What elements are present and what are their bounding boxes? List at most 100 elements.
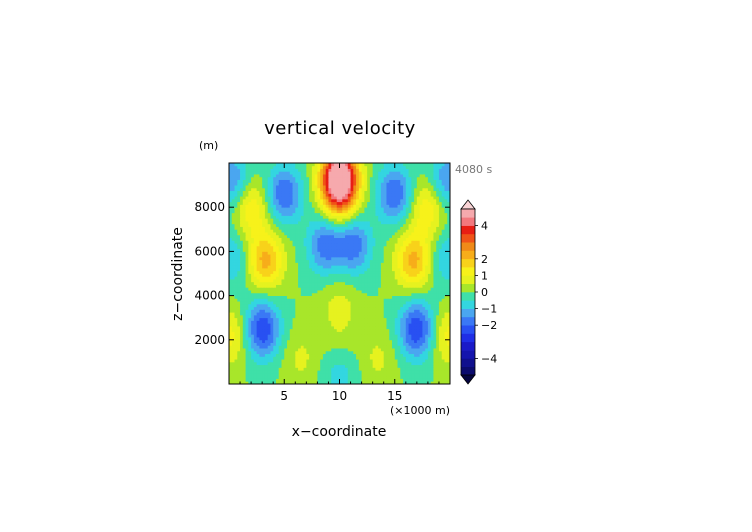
- heatmap-cell: [356, 303, 360, 308]
- heatmap-cell: [306, 209, 310, 214]
- heatmap-cell: [403, 323, 407, 327]
- heatmap-cell: [320, 378, 324, 382]
- heatmap-cell: [375, 334, 379, 338]
- heatmap-cell: [278, 345, 282, 349]
- heatmap-cell: [229, 381, 233, 384]
- heatmap-cell: [251, 337, 255, 341]
- heatmap-cell: [369, 265, 374, 269]
- heatmap-cell: [306, 265, 310, 269]
- heatmap-cell: [248, 337, 252, 341]
- heatmap-cell: [331, 361, 335, 366]
- heatmap-cell: [400, 306, 404, 310]
- heatmap-cell: [298, 323, 302, 327]
- heatmap-cell: [353, 375, 357, 379]
- heatmap-cell: [383, 248, 387, 252]
- heatmap-cell: [333, 325, 338, 330]
- heatmap-cell: [287, 342, 291, 346]
- heatmap-cell: [367, 331, 371, 335]
- heatmap-cell: [281, 367, 285, 371]
- heatmap-cell: [267, 331, 271, 335]
- heatmap-cell: [295, 259, 299, 263]
- heatmap-cell: [229, 372, 233, 377]
- heatmap-cell: [425, 270, 429, 274]
- heatmap-cell: [422, 279, 426, 283]
- heatmap-cell: [317, 334, 321, 338]
- heatmap-cell: [253, 367, 258, 371]
- heatmap-cell: [311, 248, 316, 252]
- heatmap-cell: [273, 254, 277, 258]
- heatmap-cell: [441, 350, 445, 355]
- heatmap-cell: [358, 262, 362, 266]
- heatmap-cell: [328, 381, 332, 384]
- heatmap-cell: [422, 303, 426, 308]
- heatmap-cell: [328, 314, 332, 319]
- heatmap-cell: [422, 361, 426, 366]
- heatmap-cell: [397, 292, 401, 296]
- heatmap-cell: [240, 312, 244, 316]
- heatmap-cell: [436, 320, 440, 324]
- heatmap-cell: [389, 328, 393, 332]
- heatmap-cell: [320, 361, 324, 366]
- heatmap-cell: [342, 295, 346, 299]
- heatmap-cell: [275, 215, 280, 219]
- heatmap-cell: [447, 339, 450, 343]
- heatmap-cell: [240, 323, 244, 327]
- heatmap-cell: [441, 245, 445, 250]
- heatmap-cell: [436, 348, 440, 352]
- heatmap-cell: [273, 262, 277, 266]
- heatmap-cell: [441, 248, 445, 252]
- heatmap-cell: [289, 323, 293, 327]
- heatmap-cell: [298, 378, 302, 382]
- heatmap-cell: [314, 251, 318, 255]
- heatmap-cell: [367, 367, 371, 371]
- heatmap-cell: [322, 292, 327, 296]
- heatmap-cell: [375, 337, 379, 341]
- heatmap-cell: [400, 372, 404, 377]
- heatmap-cell: [364, 325, 368, 330]
- heatmap-cell: [300, 284, 304, 288]
- heatmap-cell: [292, 243, 296, 247]
- heatmap-cell: [306, 359, 310, 363]
- heatmap-cell: [447, 290, 450, 294]
- heatmap-cell: [270, 237, 274, 241]
- heatmap-cell: [248, 218, 252, 222]
- heatmap-cell: [242, 234, 246, 238]
- heatmap-cell: [289, 359, 293, 363]
- heatmap-cell: [427, 287, 432, 291]
- heatmap-cell: [378, 292, 382, 296]
- heatmap-cell: [433, 256, 437, 261]
- heatmap-cell: [262, 265, 266, 269]
- heatmap-cell: [356, 221, 360, 225]
- heatmap-cell: [270, 270, 274, 274]
- heatmap-cell: [408, 314, 412, 319]
- heatmap-cell: [405, 381, 409, 384]
- heatmap-cell: [295, 212, 299, 216]
- heatmap-cell: [333, 254, 338, 258]
- heatmap-cell: [262, 342, 266, 346]
- heatmap-cell: [251, 237, 255, 241]
- heatmap-cell: [438, 309, 443, 313]
- heatmap-cell: [237, 248, 241, 252]
- heatmap-cell: [289, 337, 293, 341]
- heatmap-cell: [342, 331, 346, 335]
- heatmap-cell: [317, 270, 321, 274]
- heatmap-cell: [405, 221, 409, 225]
- heatmap-cell: [405, 356, 409, 360]
- heatmap-cell: [256, 298, 260, 302]
- heatmap-cell: [422, 292, 426, 296]
- heatmap-cell: [311, 243, 316, 247]
- heatmap-cell: [400, 290, 404, 294]
- heatmap-cell: [314, 223, 318, 227]
- heatmap-cell: [430, 339, 434, 343]
- heatmap-cell: [378, 350, 382, 355]
- heatmap-cell: [438, 256, 443, 261]
- heatmap-cell: [328, 375, 332, 379]
- heatmap-cell: [336, 339, 340, 343]
- heatmap-cell: [411, 267, 415, 272]
- heatmap-cell: [353, 356, 357, 360]
- heatmap-cell: [375, 245, 379, 250]
- heatmap-cell: [339, 256, 343, 261]
- heatmap-cell: [375, 281, 379, 285]
- heatmap-cell: [414, 240, 418, 244]
- heatmap-cell: [234, 372, 238, 377]
